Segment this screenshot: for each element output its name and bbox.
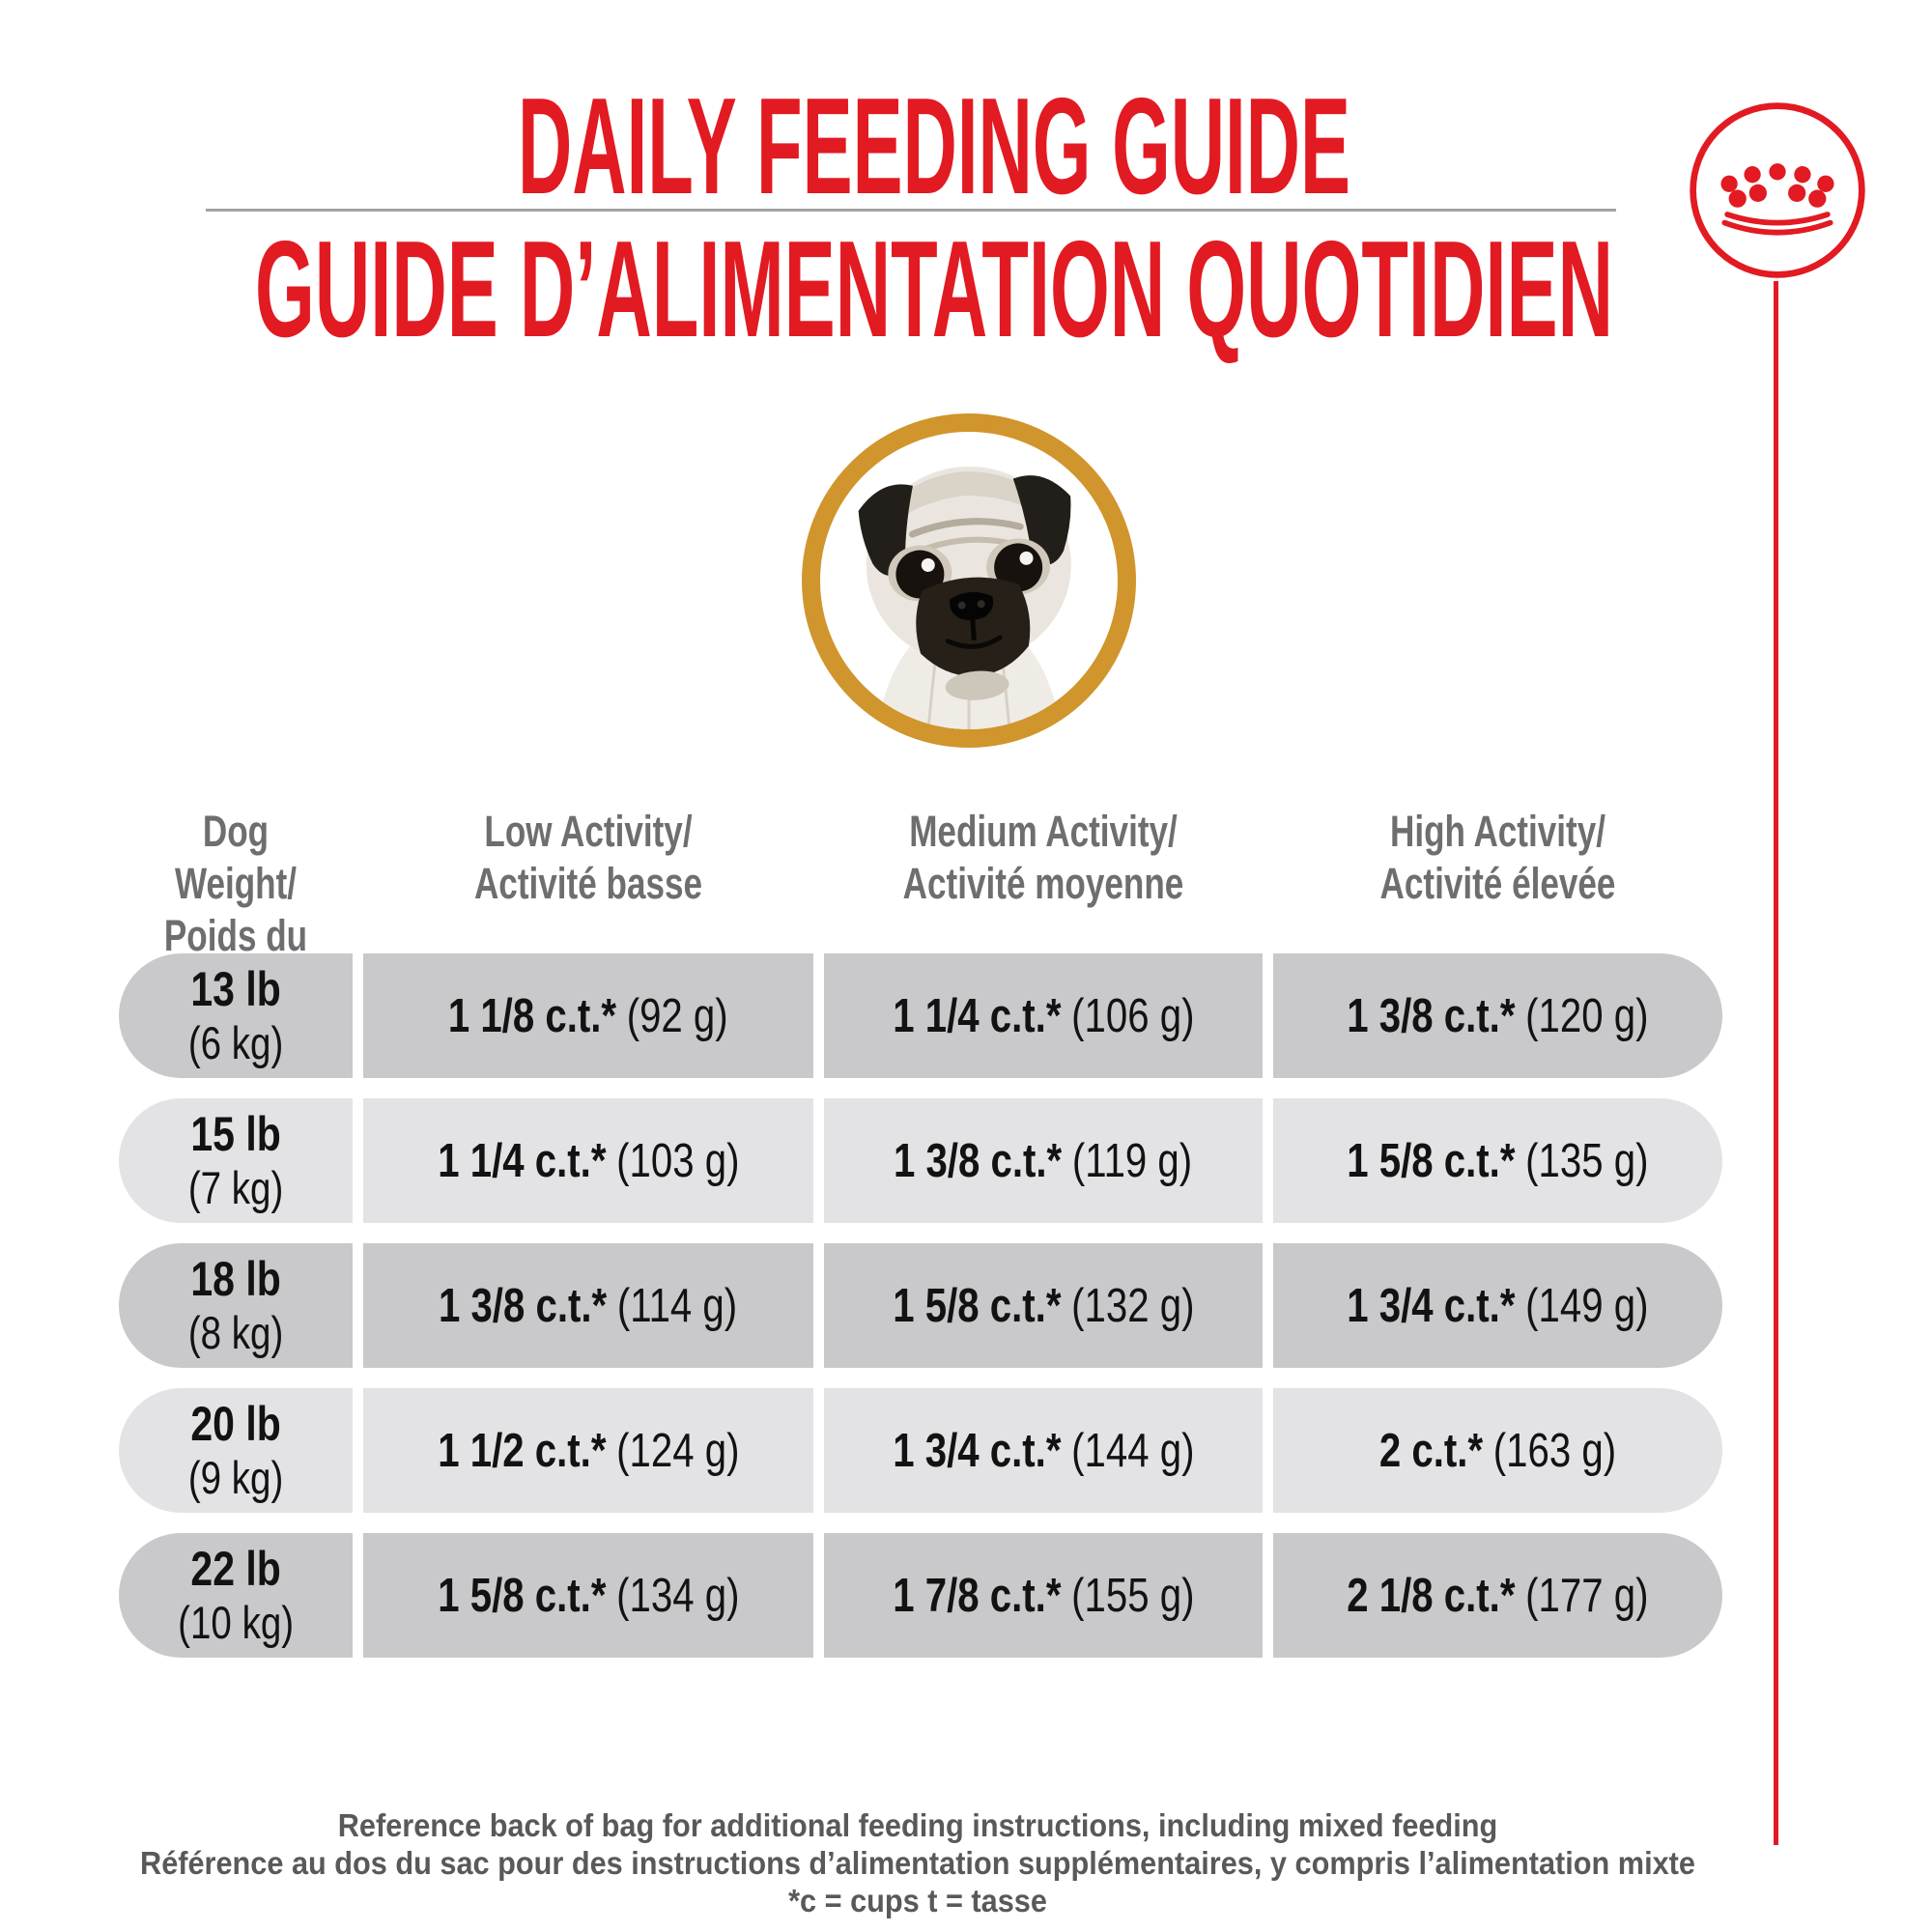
ration-amount: 1 3/8 c.t.* xyxy=(1347,989,1516,1042)
weight-cell: 22 lb (10 kg) xyxy=(119,1533,353,1658)
column-header-fr: Activité élevée xyxy=(1379,859,1616,908)
weight-kg: (10 kg) xyxy=(178,1597,294,1648)
column-header-en: Dog Weight/ xyxy=(174,807,298,908)
page-titles: DAILY FEEDING GUIDE GUIDE D’ALIMENTATION… xyxy=(255,70,1613,366)
ration-amount: 1 1/4 c.t.* xyxy=(437,1134,607,1187)
ration-amount: 1 1/2 c.t.* xyxy=(437,1424,607,1477)
ration-amount: 1 5/8 c.t.* xyxy=(892,1279,1062,1332)
column-header-high-activity: High Activity/ Activité élevée xyxy=(1273,806,1722,1014)
weight-lb: 20 lb xyxy=(190,1397,281,1451)
weight-lb: 15 lb xyxy=(190,1107,281,1161)
ration-grams: (103 g) xyxy=(615,1134,740,1187)
weight-lb: 22 lb xyxy=(190,1542,281,1596)
ration-amount: 2 c.t.* xyxy=(1378,1424,1484,1477)
high-activity-cell: 2 1/8 c.t.* (177 g) xyxy=(1273,1533,1722,1658)
high-activity-cell: 1 5/8 c.t.* (135 g) xyxy=(1273,1098,1722,1223)
weight-cell: 18 lb (8 kg) xyxy=(119,1243,353,1368)
footer-note-fr: Référence au dos du sac pour des instruc… xyxy=(140,1845,1695,1881)
page-title-fr: GUIDE D’ALIMENTATION QUOTIDIEN xyxy=(255,213,1613,366)
ration-amount: 2 1/8 c.t.* xyxy=(1347,1569,1516,1622)
column-header-en: Medium Activity/ xyxy=(909,807,1178,856)
high-activity-cell: 2 c.t.* (163 g) xyxy=(1273,1388,1722,1513)
low-activity-cell: 1 5/8 c.t.* (134 g) xyxy=(363,1533,813,1658)
ration-amount: 1 1/4 c.t.* xyxy=(892,989,1062,1042)
medium-activity-cell: 1 5/8 c.t.* (132 g) xyxy=(824,1243,1263,1368)
ration-grams: (124 g) xyxy=(615,1424,740,1477)
high-activity-cell: 1 3/4 c.t.* (149 g) xyxy=(1273,1243,1722,1368)
ration-grams: (114 g) xyxy=(617,1279,738,1332)
ration-amount: 1 1/8 c.t.* xyxy=(448,989,617,1042)
ration-grams: (106 g) xyxy=(1070,989,1195,1042)
ration-grams: (155 g) xyxy=(1070,1569,1195,1622)
ration-amount: 1 5/8 c.t.* xyxy=(1347,1134,1516,1187)
ration-grams: (135 g) xyxy=(1525,1134,1649,1187)
title-divider xyxy=(206,209,1616,212)
ration-grams: (132 g) xyxy=(1070,1279,1195,1332)
weight-kg: (7 kg) xyxy=(187,1162,284,1213)
weight-kg: (9 kg) xyxy=(187,1452,284,1503)
column-header-fr: Activité moyenne xyxy=(902,859,1184,908)
weight-cell: 15 lb (7 kg) xyxy=(119,1098,353,1223)
ration-amount: 1 3/8 c.t.* xyxy=(894,1134,1063,1187)
feeding-table: 13 lb (6 kg) 1 1/8 c.t.* (92 g) 1 1/4 c.t… xyxy=(119,953,1722,1658)
footer-notes: Reference back of bag for additional fee… xyxy=(0,1806,1835,1919)
column-header-low-activity: Low Activity/ Activité basse xyxy=(363,806,813,1014)
ration-amount: 1 7/8 c.t.* xyxy=(892,1569,1062,1622)
weight-cell: 13 lb (6 kg) xyxy=(119,953,353,1078)
low-activity-cell: 1 1/4 c.t.* (103 g) xyxy=(363,1098,813,1223)
page-title-en: DAILY FEEDING GUIDE xyxy=(518,70,1350,223)
footer-note-en: Reference back of bag for additional fee… xyxy=(337,1807,1498,1843)
ration-grams: (119 g) xyxy=(1072,1134,1193,1187)
ration-grams: (144 g) xyxy=(1070,1424,1195,1477)
ration-grams: (163 g) xyxy=(1492,1424,1617,1477)
ration-amount: 1 3/4 c.t.* xyxy=(892,1424,1062,1477)
ration-amount: 1 5/8 c.t.* xyxy=(437,1569,607,1622)
royal-canin-crown-icon xyxy=(1690,102,1865,278)
ration-amount: 1 3/4 c.t.* xyxy=(1347,1279,1516,1332)
weight-lb: 18 lb xyxy=(190,1252,281,1306)
footer-legend: *c = cups t = tasse xyxy=(788,1883,1047,1918)
medium-activity-cell: 1 3/8 c.t.* (119 g) xyxy=(824,1098,1263,1223)
ration-amount: 1 3/8 c.t.* xyxy=(439,1279,608,1332)
weight-lb: 13 lb xyxy=(190,962,281,1016)
column-header-en: High Activity/ xyxy=(1390,807,1605,856)
low-activity-cell: 1 1/2 c.t.* (124 g) xyxy=(363,1388,813,1513)
column-header-medium-activity: Medium Activity/ Activité moyenne xyxy=(824,806,1263,1014)
table-column-headers: Dog Weight/ Poids du chien Low Activity/… xyxy=(119,806,1722,1014)
ration-grams: (134 g) xyxy=(615,1569,740,1622)
high-activity-cell: 1 3/8 c.t.* (120 g) xyxy=(1273,953,1722,1078)
weight-cell: 20 lb (9 kg) xyxy=(119,1388,353,1513)
column-header-fr: Activité basse xyxy=(473,859,703,908)
ration-grams: (177 g) xyxy=(1525,1569,1649,1622)
weight-kg: (8 kg) xyxy=(187,1307,284,1358)
pug-photo-badge xyxy=(802,413,1136,748)
weight-kg: (6 kg) xyxy=(187,1017,284,1068)
ration-grams: (120 g) xyxy=(1525,989,1649,1042)
medium-activity-cell: 1 1/4 c.t.* (106 g) xyxy=(824,953,1263,1078)
pug-portrait xyxy=(858,466,1071,729)
red-vertical-rule xyxy=(1774,281,1778,1845)
medium-activity-cell: 1 7/8 c.t.* (155 g) xyxy=(824,1533,1263,1658)
ration-grams: (149 g) xyxy=(1525,1279,1649,1332)
column-header-en: Low Activity/ xyxy=(484,807,693,856)
low-activity-cell: 1 3/8 c.t.* (114 g) xyxy=(363,1243,813,1368)
medium-activity-cell: 1 3/4 c.t.* (144 g) xyxy=(824,1388,1263,1513)
ration-grams: (92 g) xyxy=(626,989,728,1042)
low-activity-cell: 1 1/8 c.t.* (92 g) xyxy=(363,953,813,1078)
